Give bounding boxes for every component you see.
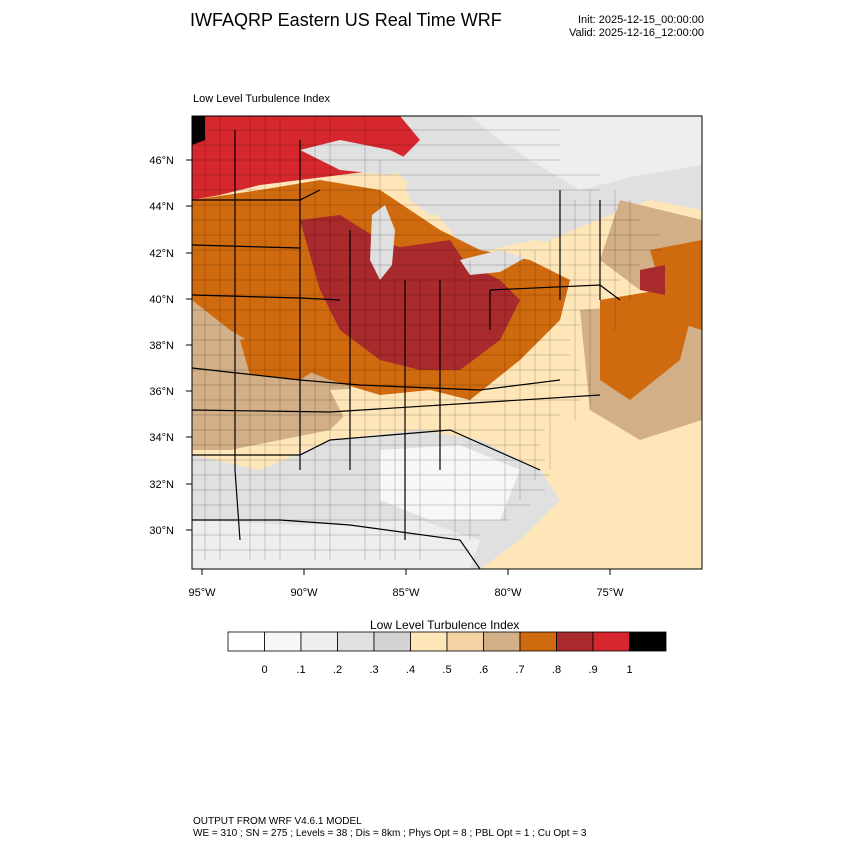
lon-label: 80°W (494, 587, 522, 599)
lat-label: 44°N (149, 201, 174, 213)
colorbar-tick-label: .7 (515, 664, 524, 676)
colorbar-tick-label: .4 (406, 664, 415, 676)
lon-label: 75°W (596, 587, 624, 599)
colorbar-ticks: 0 .1 .2 .3 .4 .5 .6 .7 .8 .9 1 (261, 664, 632, 676)
plot-variable-label: Low Level Turbulence Index (193, 93, 330, 105)
lat-label: 32°N (149, 479, 174, 491)
colorbar-swatch (483, 631, 521, 652)
lat-label: 40°N (149, 294, 174, 306)
colorbar-title: Low Level Turbulence Index (370, 618, 520, 632)
lat-label: 36°N (149, 386, 174, 398)
colorbar-tick-label: .9 (588, 664, 597, 676)
lat-label: 38°N (149, 340, 174, 352)
lat-label: 34°N (149, 432, 174, 444)
colorbar-tick-label: 1 (626, 664, 632, 676)
lat-label: 42°N (149, 248, 174, 260)
colorbar-swatch (264, 631, 302, 652)
colorbar-tick-label: .8 (552, 664, 561, 676)
valid-time: Valid: 2025-12-16_12:00:00 (569, 27, 704, 39)
footer-model-line: OUTPUT FROM WRF V4.6.1 MODEL (193, 816, 362, 827)
colorbar-tick-label: .3 (369, 664, 378, 676)
colorbar-swatch (556, 631, 594, 652)
lat-label: 30°N (149, 525, 174, 537)
colorbar-tick-label: .5 (442, 664, 451, 676)
colorbar-swatch (629, 631, 667, 652)
colorbar-swatch (373, 631, 411, 652)
colorbar-swatch (300, 631, 338, 652)
colorbar (227, 631, 667, 652)
lon-label: 95°W (188, 587, 216, 599)
map-field (192, 116, 702, 569)
init-time: Init: 2025-12-15_00:00:00 (578, 14, 704, 26)
colorbar-tick-label: .2 (333, 664, 342, 676)
colorbar-swatch (592, 631, 630, 652)
colorbar-swatch (519, 631, 557, 652)
lon-label: 85°W (392, 587, 420, 599)
colorbar-swatch (227, 631, 265, 652)
map-frame (191, 115, 703, 570)
lat-label: 46°N (149, 155, 174, 167)
colorbar-tick-label: .6 (479, 664, 488, 676)
colorbar-tick-label: 0 (261, 664, 267, 676)
colorbar-tick-label: .1 (296, 664, 305, 676)
footer-config-line: WE = 310 ; SN = 275 ; Levels = 38 ; Dis … (193, 828, 587, 839)
colorbar-swatch (337, 631, 375, 652)
plot-title: IWFAQRP Eastern US Real Time WRF (190, 10, 502, 30)
colorbar-swatch (446, 631, 484, 652)
lon-label: 90°W (290, 587, 318, 599)
colorbar-swatch (410, 631, 448, 652)
